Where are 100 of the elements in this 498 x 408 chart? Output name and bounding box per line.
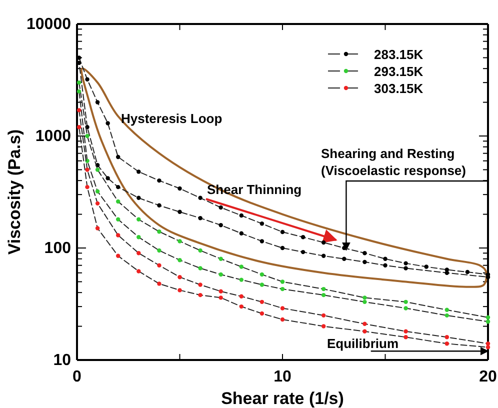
point [85, 168, 90, 172]
point [362, 322, 367, 326]
point [218, 256, 223, 261]
annotation: Equilibrium [327, 336, 398, 351]
x-tick-label: 20 [479, 368, 497, 386]
annotation: Shearing and Resting (Viscoelastic response) [321, 146, 466, 178]
point [178, 186, 182, 191]
point [404, 335, 408, 340]
point [136, 269, 141, 274]
point [218, 223, 223, 228]
point [157, 248, 162, 253]
point [239, 231, 244, 236]
point [95, 226, 100, 230]
point [260, 272, 264, 277]
point [444, 335, 450, 340]
point [362, 260, 367, 264]
point [486, 320, 490, 324]
point [136, 235, 141, 240]
point [95, 100, 100, 104]
x-tick-label: 10 [274, 368, 292, 386]
point [424, 264, 428, 269]
point [239, 294, 244, 298]
point [136, 217, 141, 222]
point [239, 278, 244, 282]
point [280, 317, 285, 322]
point [198, 216, 202, 220]
point [85, 134, 90, 138]
y-tick-label: 10000 [26, 16, 72, 34]
point [444, 342, 450, 346]
point [178, 288, 182, 292]
point [178, 239, 182, 244]
point [444, 270, 450, 275]
point [260, 239, 264, 244]
y-tick-label: 10 [53, 352, 72, 370]
point [404, 306, 408, 310]
point [198, 248, 202, 253]
point [95, 201, 100, 206]
point [404, 261, 408, 266]
legend-label: 283.15K [374, 47, 424, 62]
point [116, 254, 120, 258]
point [218, 272, 223, 277]
point [362, 251, 367, 256]
point [404, 266, 408, 270]
point [116, 217, 120, 222]
point [198, 282, 202, 287]
point [157, 203, 162, 208]
x-tick-label: 0 [72, 368, 82, 386]
y-tick-label: 100 [44, 240, 72, 258]
y-axis-title: Viscosity (Pa.s) [5, 129, 24, 255]
point [321, 313, 326, 318]
legend-label: 303.15K [374, 81, 424, 96]
point [198, 292, 202, 298]
point [465, 270, 470, 274]
annotation: Hysteresis Loop [121, 111, 222, 126]
point [321, 254, 326, 258]
point [116, 184, 120, 190]
point [85, 77, 90, 82]
point [198, 196, 202, 200]
point [239, 213, 244, 218]
point [444, 313, 450, 318]
point [280, 286, 285, 292]
point [321, 240, 326, 245]
point [178, 274, 182, 280]
point [116, 233, 120, 238]
point [342, 246, 346, 250]
point [321, 292, 326, 298]
point [178, 210, 182, 214]
point [300, 235, 306, 240]
point [116, 199, 120, 204]
point [300, 250, 306, 254]
point [383, 263, 388, 268]
point [76, 89, 82, 94]
point [280, 246, 285, 250]
point [404, 329, 408, 334]
point [95, 189, 100, 194]
point [486, 315, 490, 320]
point [260, 222, 264, 226]
point [239, 304, 244, 309]
point [157, 178, 162, 183]
point [136, 196, 141, 200]
point [178, 258, 182, 262]
legend-label: 293.15K [374, 64, 424, 79]
point [444, 308, 450, 312]
point [76, 108, 82, 112]
y-tick-label: 1000 [35, 128, 72, 146]
point [404, 300, 408, 304]
point [280, 230, 285, 234]
point [198, 266, 202, 270]
point [280, 280, 285, 284]
point [486, 342, 490, 346]
point [362, 300, 367, 304]
point [116, 154, 120, 160]
point [342, 256, 346, 261]
point [260, 282, 264, 287]
point [218, 296, 223, 300]
point [106, 121, 110, 126]
point [218, 289, 223, 294]
point [362, 296, 367, 300]
point [106, 176, 110, 180]
point [239, 264, 244, 269]
